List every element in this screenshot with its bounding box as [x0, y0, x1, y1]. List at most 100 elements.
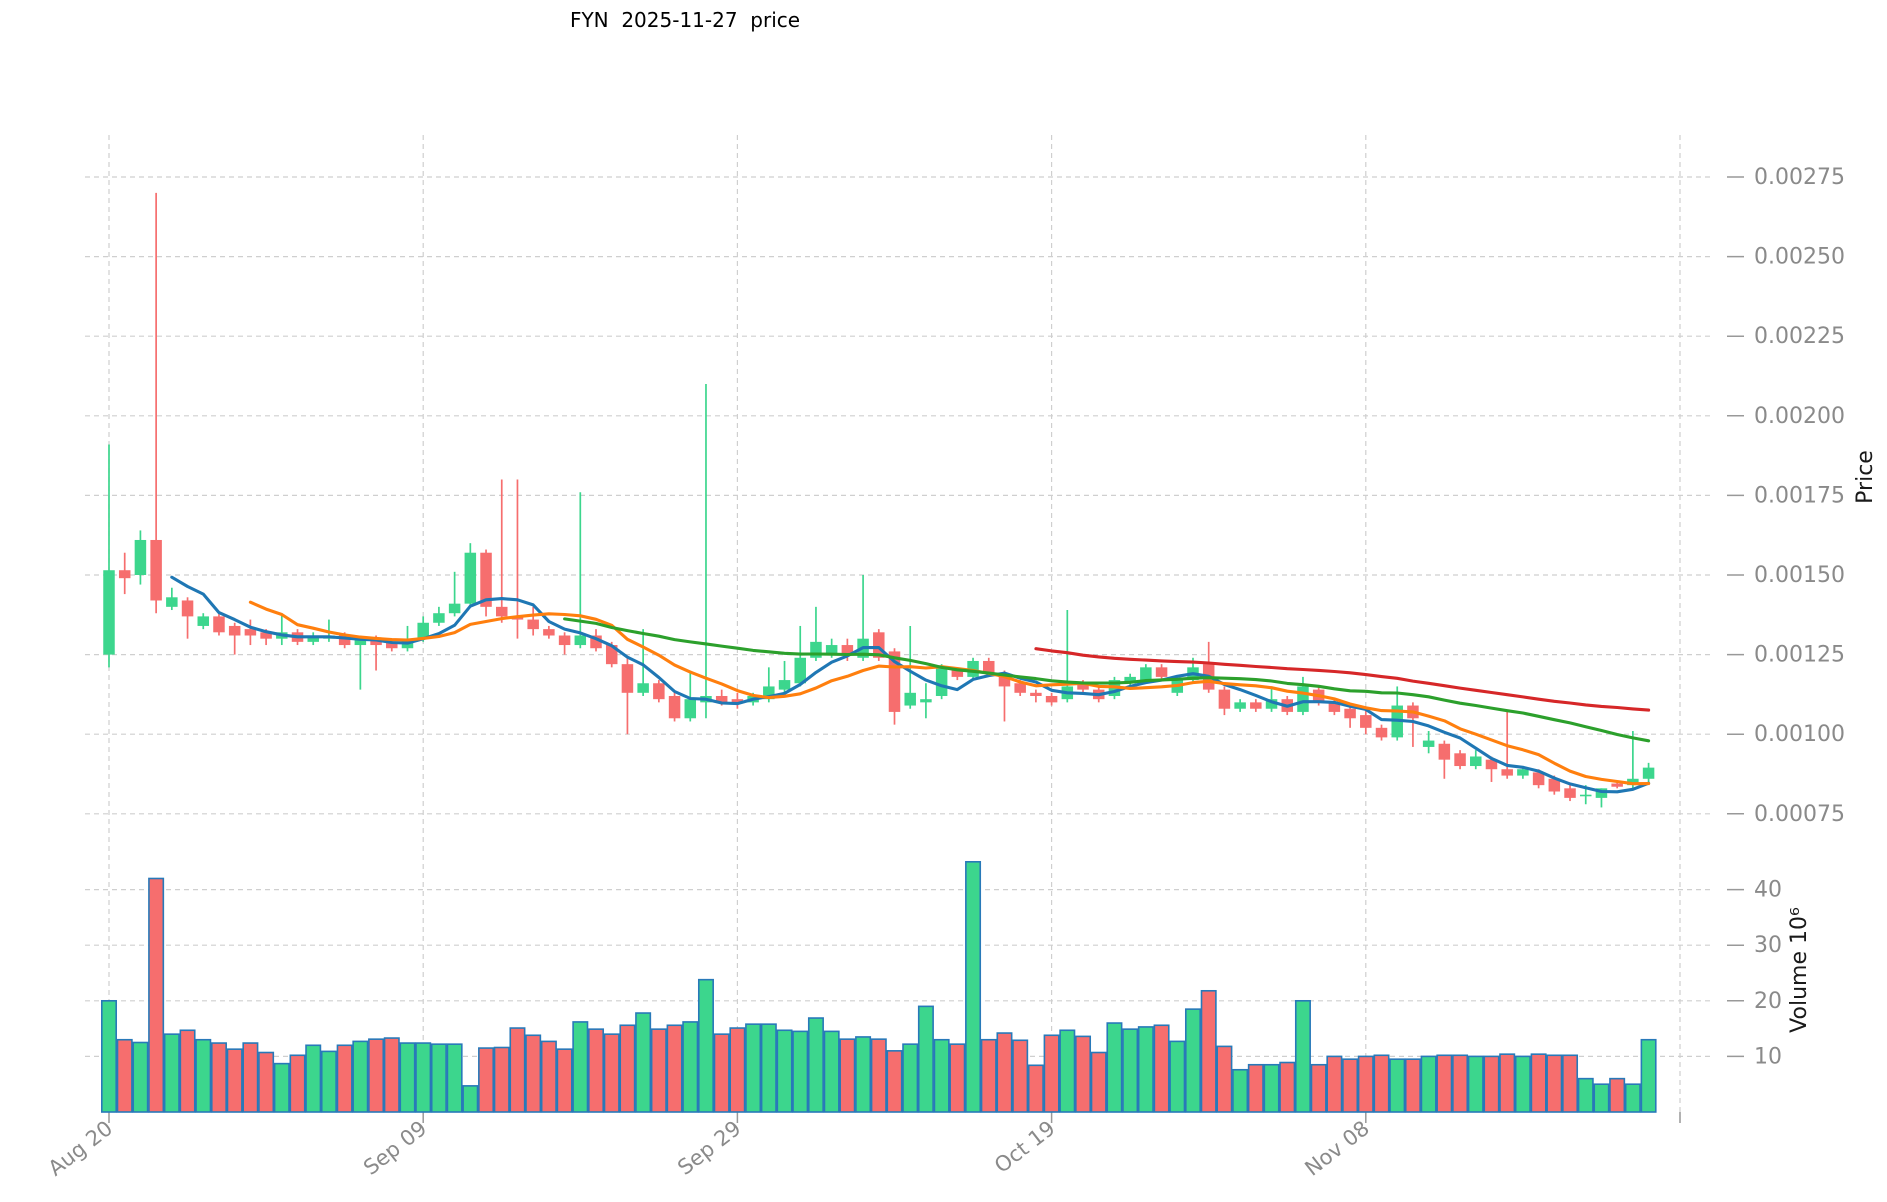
candle-body: [653, 683, 665, 700]
candle-body: [166, 597, 178, 607]
volume-bar: [1059, 1029, 1076, 1113]
candle-body: [763, 686, 775, 700]
volume-bar: [855, 1036, 872, 1113]
volume-bar: [1389, 1058, 1406, 1113]
candle-body: [888, 651, 901, 712]
volume-bar: [1027, 1064, 1044, 1113]
volume-bar: [1169, 1040, 1186, 1113]
volume-bar: [1216, 1045, 1233, 1113]
candle-body: [480, 552, 492, 607]
volume-bar: [1310, 1063, 1327, 1113]
volume-bar: [1530, 1053, 1547, 1113]
volume-bar: [697, 978, 714, 1113]
volume-bar: [1043, 1034, 1060, 1113]
volume-bar: [556, 1048, 573, 1113]
volume-bar: [1090, 1051, 1107, 1113]
volume-bar: [1263, 1063, 1280, 1113]
candle-body: [1532, 772, 1545, 786]
volume-bar: [682, 1021, 699, 1113]
candle-body: [103, 570, 115, 655]
candle-body: [1470, 756, 1482, 767]
volume-bar: [792, 1030, 809, 1113]
candle-body: [433, 613, 445, 623]
candle-body: [668, 695, 681, 719]
candle-body: [448, 603, 461, 614]
volume-bar: [509, 1027, 526, 1113]
volume-bar: [1577, 1077, 1594, 1113]
candle-body: [134, 539, 147, 575]
volume-bar: [603, 1033, 620, 1113]
candle-body: [967, 660, 979, 677]
candle-body: [260, 632, 272, 639]
price-tick-label: 0.00250: [1754, 245, 1845, 270]
volume-bar: [949, 1043, 966, 1113]
candle-body: [904, 692, 916, 706]
price-tick-label: 0.00125: [1754, 643, 1845, 668]
candle-body: [684, 699, 697, 719]
candle-body: [181, 600, 194, 617]
volume-bar: [839, 1038, 856, 1113]
candle-body: [1422, 740, 1435, 747]
volume-bar: [273, 1062, 290, 1113]
candle-body: [873, 632, 885, 658]
volume-bar: [1420, 1055, 1437, 1113]
volume-bar: [870, 1038, 887, 1113]
volume-bar: [415, 1042, 432, 1113]
volume-bar: [368, 1038, 385, 1113]
candle-body: [935, 667, 948, 696]
candle-body: [464, 552, 477, 604]
volume-bar: [1247, 1063, 1264, 1113]
volume-bar: [980, 1038, 997, 1113]
candle-body: [370, 638, 382, 646]
x-axis-date-label: Oct 19: [990, 1116, 1060, 1178]
volume-bar: [1294, 999, 1311, 1113]
candle-body: [338, 635, 351, 646]
volume-bar: [1499, 1053, 1516, 1113]
candle-body: [1627, 778, 1639, 786]
volume-tick-label: 20: [1754, 989, 1782, 1014]
volume-bar: [1624, 1083, 1641, 1113]
candle-body: [1328, 702, 1341, 712]
candle-body: [1501, 769, 1513, 776]
volume-bar: [635, 1012, 652, 1113]
candle-body: [794, 657, 806, 684]
volume-bar: [1232, 1068, 1249, 1113]
price-tick-label: 0.00225: [1754, 324, 1845, 349]
volume-bar: [540, 1040, 557, 1113]
candle-body: [354, 638, 367, 646]
volume-bar: [933, 1038, 950, 1113]
volume-bar: [478, 1047, 495, 1113]
price-tick-label: 0.00075: [1754, 802, 1845, 827]
volume-bar: [996, 1032, 1013, 1113]
volume-bar: [462, 1085, 479, 1113]
x-axis-date-label: Sep 09: [359, 1116, 431, 1180]
candle-body: [1344, 708, 1356, 719]
candle-body: [1564, 788, 1576, 798]
volume-bar: [1184, 1008, 1201, 1113]
volume-bar: [258, 1051, 275, 1113]
volume-bar: [163, 1033, 180, 1113]
volume-bar: [1562, 1054, 1579, 1113]
volume-bar: [305, 1044, 322, 1113]
volume-bar: [210, 1042, 227, 1113]
volume-axis-title: Volume 10⁶: [1787, 907, 1812, 1033]
volume-bar: [1279, 1061, 1296, 1113]
volume-bar: [1153, 1024, 1170, 1113]
moving-average-line-sma30: [563, 617, 1651, 743]
volume-bar: [352, 1040, 369, 1113]
volume-bar: [1546, 1054, 1563, 1113]
candle-body: [1124, 676, 1136, 684]
candle-body: [1077, 683, 1089, 690]
volume-bar: [760, 1023, 777, 1113]
volume-bar: [336, 1044, 353, 1113]
candle-body: [1140, 667, 1152, 681]
candle-body: [841, 645, 854, 655]
candle-body: [1234, 702, 1246, 709]
price-tick-label: 0.00200: [1754, 404, 1845, 429]
volume-bar: [1483, 1055, 1500, 1113]
volume-bar: [917, 1005, 934, 1113]
candle-body: [417, 622, 429, 639]
candle-body: [1438, 743, 1451, 760]
candle-body: [228, 625, 241, 636]
